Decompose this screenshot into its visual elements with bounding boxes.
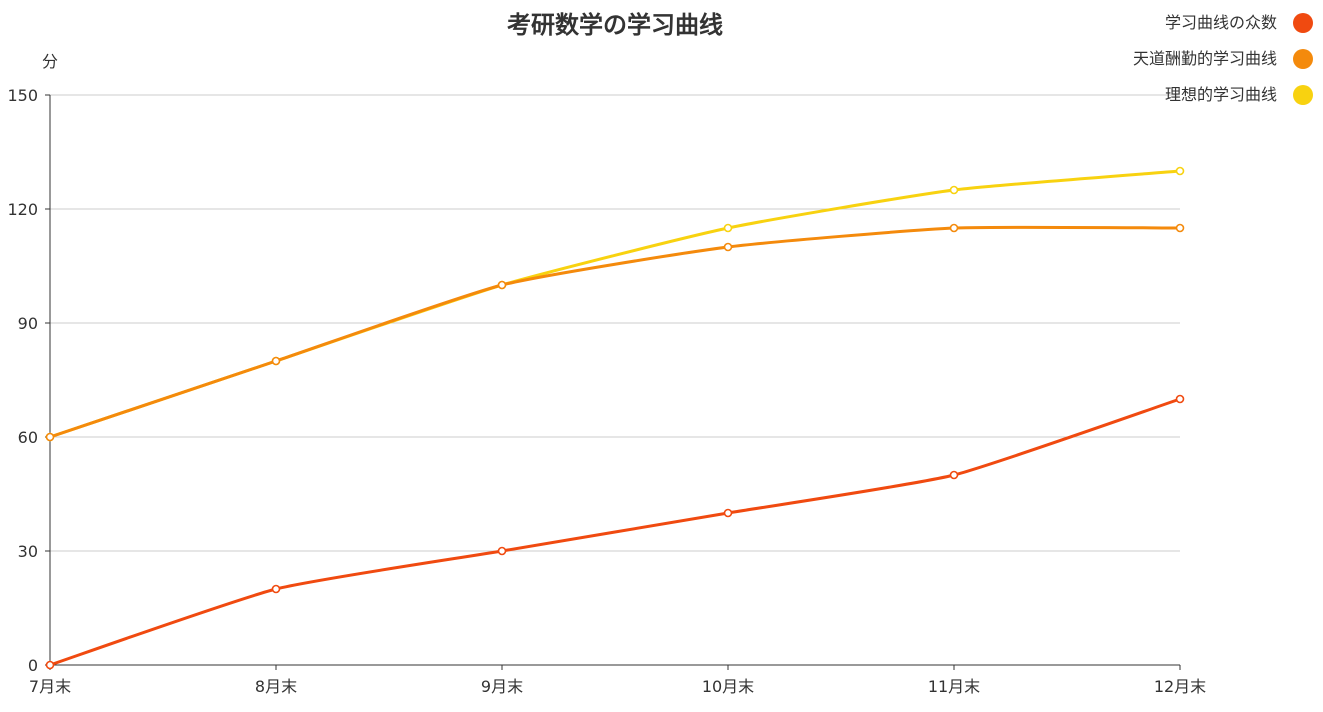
legend-item[interactable]: 学习曲线の众数 [1165,13,1313,33]
data-point[interactable] [725,225,732,232]
grid-layer [50,95,1180,551]
series-group-2 [47,168,1184,441]
series-layer [47,168,1184,669]
x-tick-label: 11月末 [928,677,980,696]
legend-label: 天道酬勤的学习曲线 [1133,49,1277,68]
series-group-0 [47,396,1184,669]
data-point[interactable] [47,434,54,441]
data-point[interactable] [499,548,506,555]
data-point[interactable] [273,358,280,365]
x-tick-label: 9月末 [481,677,523,696]
data-point[interactable] [1177,168,1184,175]
series-group-1 [47,225,1184,441]
data-point[interactable] [1177,225,1184,232]
data-point[interactable] [1177,396,1184,403]
y-axis-label: 分 [42,52,58,71]
x-tick-label: 10月末 [702,677,754,696]
data-point[interactable] [725,510,732,517]
y-tick-label: 0 [28,656,38,675]
x-tick-label: 12月末 [1154,677,1206,696]
series-line [50,171,1180,437]
y-tick-label: 60 [18,428,38,447]
legend-marker-icon [1293,49,1313,69]
y-tick-label: 90 [18,314,38,333]
data-point[interactable] [951,472,958,479]
data-point[interactable] [951,187,958,194]
data-point[interactable] [725,244,732,251]
y-tick-label: 120 [7,200,38,219]
legend-item[interactable]: 理想的学习曲线 [1165,85,1313,105]
legend-item[interactable]: 天道酬勤的学习曲线 [1133,49,1313,69]
data-point[interactable] [951,225,958,232]
legend-label: 学习曲线の众数 [1165,13,1277,32]
data-point[interactable] [273,586,280,593]
y-tick-label: 30 [18,542,38,561]
data-point[interactable] [499,282,506,289]
legend-marker-icon [1293,85,1313,105]
x-tick-label: 8月末 [255,677,297,696]
data-point[interactable] [47,662,54,669]
legend-marker-icon [1293,13,1313,33]
y-tick-label: 150 [7,86,38,105]
series-line [50,399,1180,665]
legend-label: 理想的学习曲线 [1165,85,1277,104]
series-line [50,227,1180,437]
x-tick-label: 7月末 [29,677,71,696]
chart-title: 考研数学の学习曲线 [507,11,723,39]
